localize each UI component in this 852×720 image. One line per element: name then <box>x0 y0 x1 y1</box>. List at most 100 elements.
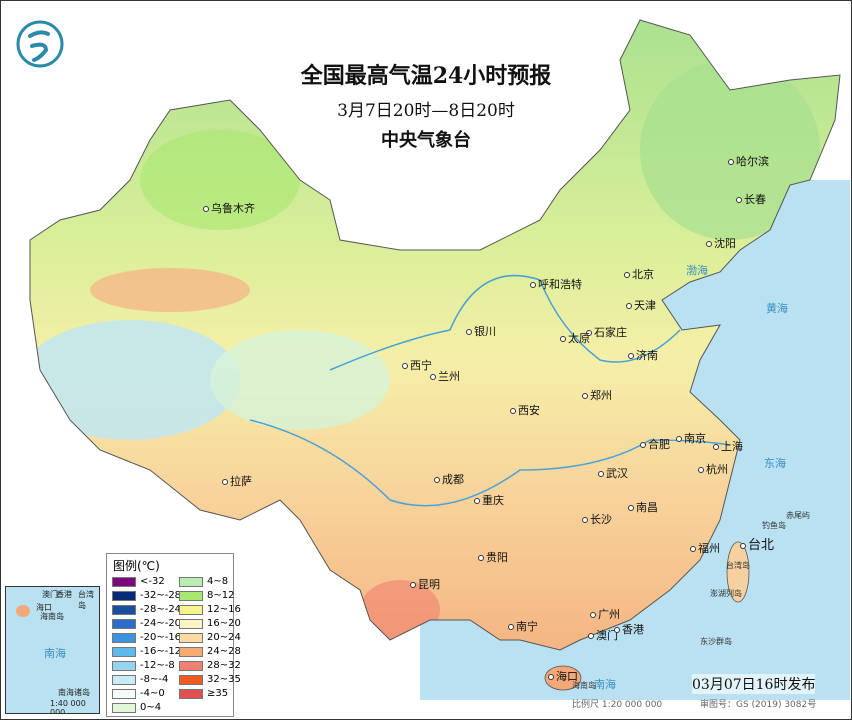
legend-item: 24~28 <box>179 645 241 658</box>
city-label: 上海 <box>713 438 743 454</box>
legend-item: -24~-20 <box>112 617 181 630</box>
legend-item: -32~-28 <box>112 589 181 602</box>
legend-swatch <box>179 590 203 601</box>
tarim-warm-area <box>90 268 250 312</box>
inset-label: 海口 <box>36 603 52 612</box>
inset-label: 台湾岛 <box>78 590 94 610</box>
city-label: 广州 <box>590 606 620 622</box>
legend-swatch <box>112 632 136 643</box>
legend-item: -28~-24 <box>112 603 181 616</box>
legend-label: -32~-28 <box>140 590 182 601</box>
legend-item: 4~8 <box>179 575 228 588</box>
sea-label: 赤尾屿 <box>786 511 810 520</box>
qinghai-cool-area <box>210 330 390 430</box>
legend-item: 32~35 <box>179 673 241 686</box>
legend-item: -4~0 <box>112 687 165 700</box>
city-label: 南宁 <box>508 618 538 634</box>
taiwan-island <box>726 541 750 603</box>
sea-label: 钓鱼岛 <box>762 521 786 530</box>
city-label: 贵阳 <box>478 549 508 565</box>
sea-label: 东沙群岛 <box>700 637 732 646</box>
legend-swatch <box>112 604 136 615</box>
legend-label: -16~-12 <box>140 646 182 657</box>
legend-swatch <box>179 604 203 615</box>
legend-item: ≥35 <box>179 687 228 700</box>
legend-swatch <box>179 674 203 685</box>
legend-item: 16~20 <box>179 617 241 630</box>
legend-swatch <box>112 674 136 685</box>
publish-time: 03月07日16时发布 <box>692 674 816 694</box>
city-label: 南京 <box>676 430 706 446</box>
city-label: 沈阳 <box>706 235 736 251</box>
legend-label: -20~-16 <box>140 632 182 643</box>
city-label: 南昌 <box>628 499 658 515</box>
city-label: 长春 <box>736 191 766 207</box>
legend-swatch <box>112 576 136 587</box>
legend-swatch <box>112 590 136 601</box>
legend-item: 20~24 <box>179 631 241 644</box>
legend-item: -20~-16 <box>112 631 181 644</box>
legend-label: -8~-4 <box>140 674 169 685</box>
city-label: 武汉 <box>598 465 628 481</box>
legend-swatch <box>179 646 203 657</box>
legend-label: -28~-24 <box>140 604 182 615</box>
legend-label: -12~-8 <box>140 660 175 671</box>
northeast-area <box>640 60 820 240</box>
legend-swatch <box>112 618 136 629</box>
logo-dragon <box>28 30 50 62</box>
inset-label: 香港 <box>56 590 72 599</box>
map-title: 全国最高气温24小时预报 <box>300 63 552 89</box>
sea-label: 海南岛 <box>572 681 596 690</box>
inset-hainan-island <box>16 605 30 617</box>
legend: 图例(℃) <-32 -32~-28 -28~-24 -24~-20 -20~-16 -1… <box>106 553 241 717</box>
approval-number: 审图号：GS (2019) 3082号 <box>700 700 817 710</box>
legend-label: <-32 <box>140 576 165 587</box>
legend-swatch <box>179 632 203 643</box>
legend-swatch <box>179 688 203 699</box>
legend-label: 0~4 <box>140 702 162 713</box>
city-label: 郑州 <box>582 387 612 403</box>
legend-swatch <box>112 688 136 699</box>
city-label: 海口 <box>548 668 578 684</box>
city-label: 拉萨 <box>222 473 252 489</box>
inset-label: 澳门 <box>42 590 58 599</box>
legend-label: 20~24 <box>207 632 241 643</box>
legend-title: 图例(℃) <box>113 559 160 573</box>
legend-label: 24~28 <box>207 646 241 657</box>
legend-label: 16~20 <box>207 618 241 629</box>
legend-item: <-32 <box>112 575 165 588</box>
legend-label: 12~16 <box>207 604 241 615</box>
legend-item: 12~16 <box>179 603 241 616</box>
legend-swatch <box>179 660 203 671</box>
sea-label: 台湾岛 <box>726 561 750 570</box>
sea-label: 渤海 <box>686 264 708 277</box>
legend-item: -12~-8 <box>112 659 175 672</box>
city-label: 昆明 <box>410 576 440 592</box>
city-label: 香港 <box>614 621 644 637</box>
inset-label: 海南岛 <box>40 612 64 621</box>
legend-label: 32~35 <box>207 674 241 685</box>
city-label: 兰州 <box>430 368 460 384</box>
city-label: 石家庄 <box>586 324 627 340</box>
legend-label: 4~8 <box>207 576 229 587</box>
legend-label: 28~32 <box>207 660 241 671</box>
city-label: 长沙 <box>582 511 612 527</box>
legend-swatch <box>112 660 136 671</box>
tibet-cold-area <box>30 320 240 440</box>
issuer: 中央气象台 <box>381 130 471 151</box>
logo-icon <box>16 20 64 68</box>
sea-label: 澎湖列岛 <box>710 589 742 598</box>
city-label: 天津 <box>626 297 656 313</box>
city-label: 西安 <box>510 402 540 418</box>
legend-label: ≥35 <box>207 688 229 699</box>
city-label: 重庆 <box>474 492 504 508</box>
legend-item: 28~32 <box>179 659 241 672</box>
city-label: 呼和浩特 <box>530 276 582 292</box>
sea-label: 南海 <box>594 678 616 691</box>
city-label: 北京 <box>624 266 654 282</box>
city-label: 成都 <box>434 471 464 487</box>
city-label: 杭州 <box>698 461 728 477</box>
legend-label: 8~12 <box>207 590 235 601</box>
legend-label: -24~-20 <box>140 618 182 629</box>
map-scale: 比例尺 1:20 000 000 <box>572 700 663 710</box>
